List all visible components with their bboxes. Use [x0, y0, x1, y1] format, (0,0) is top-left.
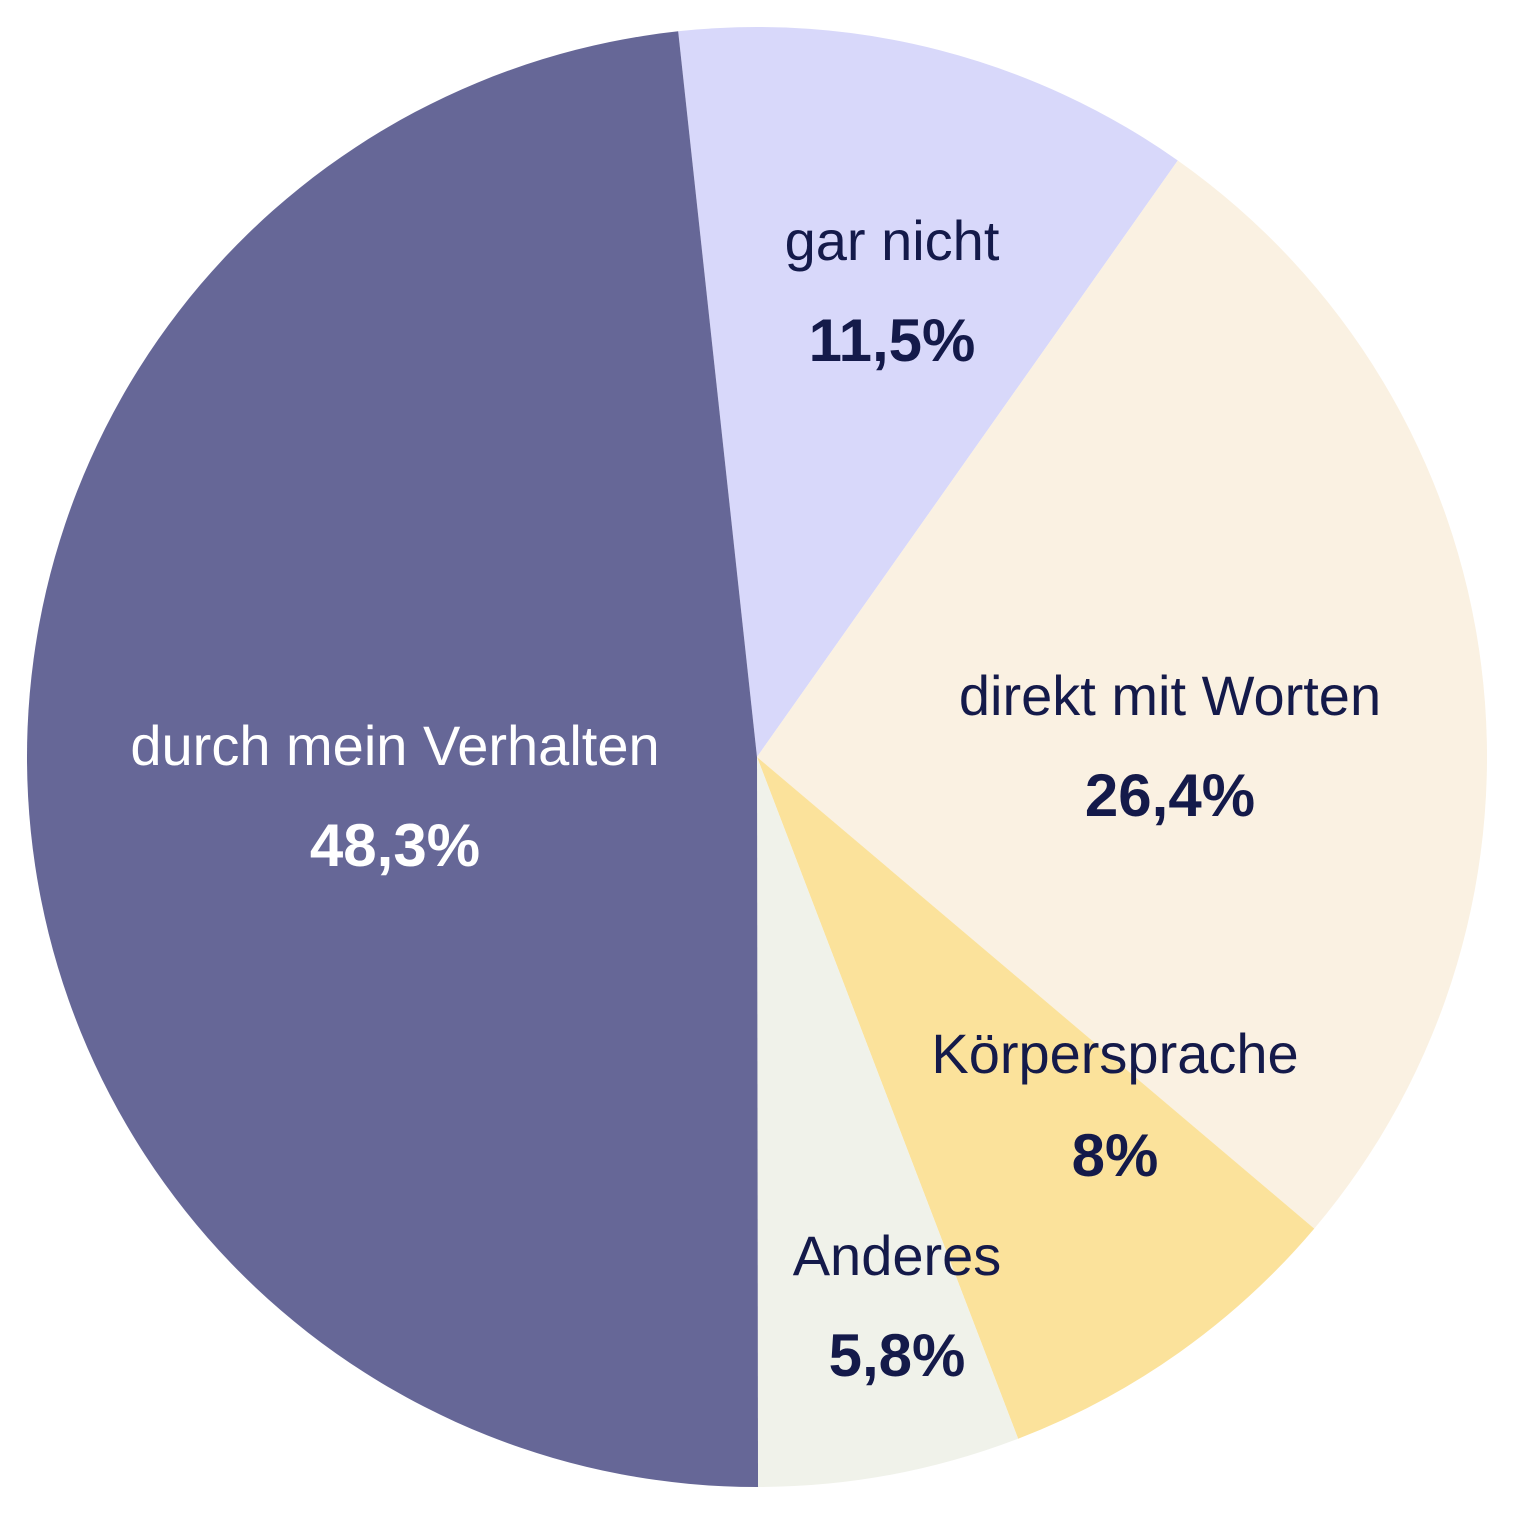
pie-slice-anderes	[757, 757, 1019, 1487]
slice-label: durch mein Verhalten	[130, 714, 659, 777]
pie-labels: gar nicht 11,5% direkt mit Worten 26,4% Körp…	[130, 209, 1381, 1389]
slice-value-label: 8%	[1072, 1122, 1159, 1189]
pie-slice-durch-mein-verhalten	[26, 31, 759, 1488]
slice-label: direkt mit Worten	[959, 664, 1381, 727]
pie-slice-gar-nicht	[678, 26, 1178, 758]
slice-label: gar nicht	[785, 209, 1000, 272]
pie-slice-k-rpersprache	[757, 757, 1315, 1439]
pie-slice-direkt-mit-worten	[757, 160, 1488, 1229]
slice-label: Körpersprache	[931, 1022, 1298, 1085]
slice-value-label: 5,8%	[829, 1322, 966, 1389]
pie-slices	[26, 26, 1488, 1488]
slice-value-label: 11,5%	[809, 307, 976, 374]
slice-label: Anderes	[793, 1224, 1002, 1287]
slice-value-label: 48,3%	[310, 812, 480, 879]
slice-value-label: 26,4%	[1085, 762, 1255, 829]
